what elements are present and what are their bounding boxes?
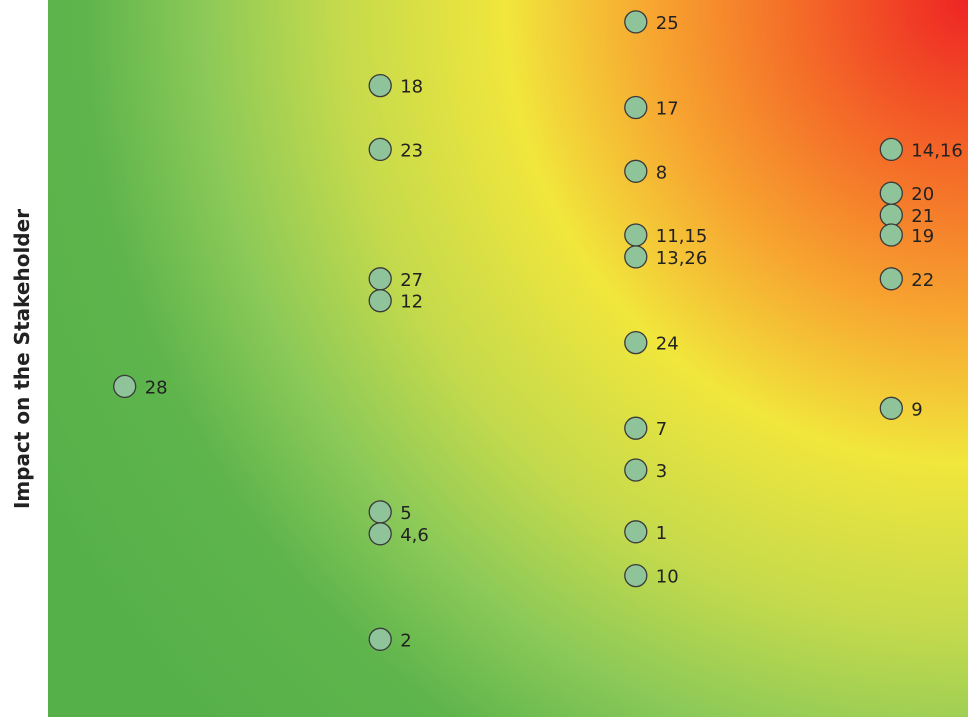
data-point-label: 3 [656,461,667,482]
data-point-25: 25 [624,10,679,34]
data-point-marker [879,203,903,227]
data-point-18: 18 [368,73,423,98]
data-point-8: 8 [624,159,667,183]
data-point-19: 19 [879,223,934,247]
data-point-marker [368,500,392,524]
data-point-marker [113,374,137,399]
data-point-4-6: 4,6 [368,522,429,546]
data-point-marker [624,245,648,269]
data-point-marker [624,330,648,355]
data-point-marker [879,396,903,420]
data-point-1: 1 [624,520,667,544]
data-point-marker [624,159,648,183]
data-point-3: 3 [624,458,667,482]
data-point-label: 27 [400,270,423,291]
data-point-marker [879,267,903,291]
data-point-label: 9 [911,399,922,420]
data-point-label: 12 [400,292,423,313]
data-point-label: 4,6 [400,525,429,546]
data-point-label: 21 [911,206,934,227]
data-point-12: 12 [368,289,423,313]
data-point-marker [368,289,392,313]
data-point-label: 2 [400,630,411,651]
data-point-27: 27 [368,267,423,291]
data-point-marker [624,520,648,544]
data-point-marker [368,267,392,291]
scatter-chart: 25 18 17 23 8 14,16 20 21 11,15 19 13,26 27 22 12 24 28… [48,0,968,717]
data-point-11-15: 11,15 [624,223,708,247]
data-point-13-26: 13,26 [624,245,708,269]
data-point-label: 25 [656,13,679,34]
data-point-label: 28 [145,377,168,398]
data-point-label: 1 [656,523,667,544]
data-point-23: 23 [368,137,423,162]
data-point-marker [368,73,392,98]
y-axis-label-container: Impact on the Stakeholder [2,0,42,717]
data-point-9: 9 [879,396,923,420]
data-point-20: 20 [879,181,934,205]
data-point-marker [624,416,648,440]
data-point-17: 17 [624,95,679,120]
data-point-10: 10 [624,563,679,588]
data-point-14-16: 14,16 [879,137,963,162]
data-point-marker [624,223,648,247]
data-point-28: 28 [113,374,168,399]
data-point-marker [624,563,648,588]
data-point-marker [624,95,648,120]
data-point-label: 8 [656,162,667,183]
data-point-marker [368,627,392,651]
data-point-label: 24 [656,334,679,355]
data-point-7: 7 [624,416,667,440]
risk-gradient-background [48,0,968,717]
data-point-label: 18 [400,77,423,98]
data-point-2: 2 [368,627,412,651]
data-point-label: 23 [400,140,423,161]
data-point-21: 21 [879,203,934,227]
data-point-label: 13,26 [656,248,708,269]
y-axis-label: Impact on the Stakeholder [10,208,35,509]
data-point-label: 19 [911,226,934,247]
data-point-marker [368,522,392,546]
data-point-label: 10 [656,567,679,588]
data-point-marker [879,181,903,205]
data-point-marker [368,137,392,162]
data-point-marker [879,223,903,247]
data-point-marker [624,458,648,482]
data-point-24: 24 [624,330,679,355]
data-point-label: 7 [656,419,667,440]
data-point-marker [879,137,903,162]
data-point-label: 17 [656,99,679,120]
data-point-marker [624,10,648,34]
data-point-22: 22 [879,267,934,291]
data-point-label: 11,15 [656,226,708,247]
data-point-label: 22 [911,270,934,291]
data-point-label: 14,16 [911,140,963,161]
data-point-label: 20 [911,184,934,205]
data-point-label: 5 [400,503,411,524]
